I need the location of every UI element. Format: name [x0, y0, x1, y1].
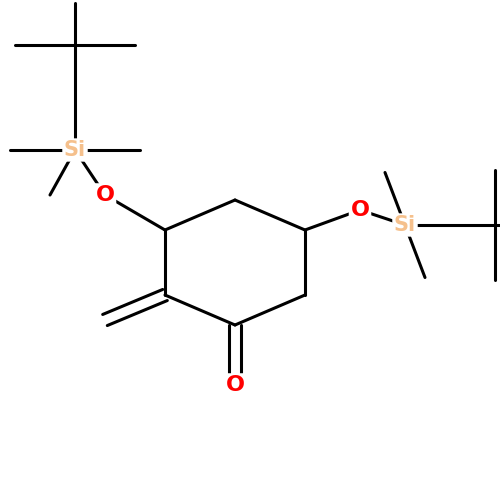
- Text: Si: Si: [64, 140, 86, 160]
- Text: O: O: [350, 200, 370, 220]
- Text: Si: Si: [394, 215, 416, 235]
- Text: O: O: [226, 375, 244, 395]
- Text: O: O: [96, 185, 114, 205]
